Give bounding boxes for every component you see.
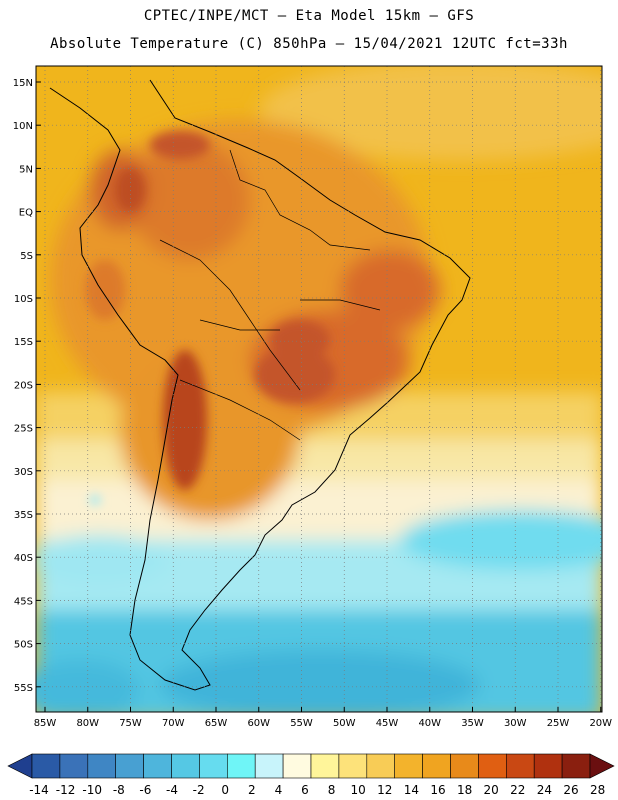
colorbar-box xyxy=(254,753,284,779)
south-america-coastline xyxy=(49,79,471,691)
colorbar-box xyxy=(87,753,117,779)
lat-label: 30S xyxy=(14,467,33,478)
lat-label: 45S xyxy=(14,596,33,607)
lat-label: EQ xyxy=(19,208,33,219)
colorbar-label: 24 xyxy=(537,783,552,797)
colorbar-label: -12 xyxy=(56,783,76,797)
lat-label: 50S xyxy=(14,640,33,651)
lat-label: 15N xyxy=(13,78,33,89)
colorbar-label: 6 xyxy=(301,783,309,797)
colorbar-box xyxy=(366,753,395,779)
colorbar-box xyxy=(505,753,535,779)
colorbar-box xyxy=(199,753,228,779)
colorbar-label: -14 xyxy=(29,783,49,797)
lat-label: 5S xyxy=(20,251,33,262)
colorbar-label: 28 xyxy=(590,783,605,797)
colorbar-label: -4 xyxy=(166,783,178,797)
lon-label: 60W xyxy=(247,718,270,729)
colorbar-label: -6 xyxy=(139,783,151,797)
colorbar-box xyxy=(533,753,563,779)
map-frame xyxy=(35,65,603,713)
colorbar-label: 0 xyxy=(221,783,229,797)
lon-label: 80W xyxy=(76,718,99,729)
colorbar-box xyxy=(143,753,172,779)
lat-label: 15S xyxy=(14,337,33,348)
lon-label: 75W xyxy=(119,718,142,729)
colorbar-label: 12 xyxy=(377,783,392,797)
lat-label: 25S xyxy=(14,424,33,435)
colorbar-label: 14 xyxy=(404,783,419,797)
lat-label: 10S xyxy=(14,294,33,305)
lon-label: 35W xyxy=(461,718,484,729)
lon-label: 55W xyxy=(290,718,313,729)
lon-label: 20W xyxy=(589,718,612,729)
colorbar xyxy=(7,753,615,779)
lon-label: 50W xyxy=(333,718,356,729)
lon-label: 25W xyxy=(547,718,570,729)
lon-label: 45W xyxy=(376,718,399,729)
colorbar-box xyxy=(422,753,451,779)
colorbar-label: -10 xyxy=(82,783,102,797)
colorbar-box xyxy=(394,753,423,779)
lon-label: 85W xyxy=(34,718,57,729)
lat-label: 10N xyxy=(13,121,33,132)
colorbar-box xyxy=(171,753,200,779)
colorbar-label: 20 xyxy=(484,783,499,797)
lat-label: 35S xyxy=(14,510,33,521)
colorbar-box xyxy=(31,753,61,779)
colorbar-min-triangle xyxy=(7,753,33,779)
colorbar-label: 16 xyxy=(430,783,445,797)
colorbar-box xyxy=(115,753,144,779)
lat-label: 5N xyxy=(19,164,33,175)
colorbar-label: 22 xyxy=(510,783,525,797)
colorbar-box xyxy=(478,753,507,779)
colorbar-label: 2 xyxy=(248,783,256,797)
colorbar-label: -2 xyxy=(193,783,205,797)
colorbar-label: 10 xyxy=(351,783,366,797)
lat-label: 40S xyxy=(14,553,33,564)
colorbar-box xyxy=(282,753,312,779)
colorbar-box xyxy=(338,753,368,779)
colorbar-box xyxy=(59,753,89,779)
colorbar-label: 18 xyxy=(457,783,472,797)
colorbar-box xyxy=(310,753,340,779)
lon-label: 30W xyxy=(504,718,527,729)
colorbar-max-triangle xyxy=(589,753,615,779)
lat-label: 20S xyxy=(14,380,33,391)
temperature-field xyxy=(36,66,602,712)
lon-label: 65W xyxy=(205,718,228,729)
latitude-labels: 15N 10N 5N EQ 5S 10S 15S 20S 25S 30S 35S 40S 45S 50S 5… xyxy=(13,78,41,694)
country-borders xyxy=(159,149,381,441)
colorbar-box xyxy=(450,753,479,779)
colorbar-label: 4 xyxy=(275,783,283,797)
chart-title-line-2: Absolute Temperature (C) 850hPa – 15/04/… xyxy=(50,36,568,52)
colorbar-box xyxy=(561,753,591,779)
colorbar-labels: -14 -12 -10 -8 -6 -4 -2 0 2 4 6 8 10 12 14 16 18 20 22 24 26… xyxy=(29,783,605,797)
colorbar-box xyxy=(227,753,256,779)
colorbar-label: 8 xyxy=(328,783,336,797)
colorbar-label: 26 xyxy=(563,783,578,797)
longitude-labels: 85W 80W 75W 70W 65W 60W 55W 50W 45W 40W 35W 30W 25W 2… xyxy=(34,707,612,729)
lon-label: 40W xyxy=(418,718,441,729)
colorbar-label: -8 xyxy=(113,783,125,797)
lon-label: 70W xyxy=(162,718,185,729)
lat-label: 55S xyxy=(14,683,33,694)
chart-title-line-1: CPTEC/INPE/MCT – Eta Model 15km – GFS xyxy=(143,8,475,24)
